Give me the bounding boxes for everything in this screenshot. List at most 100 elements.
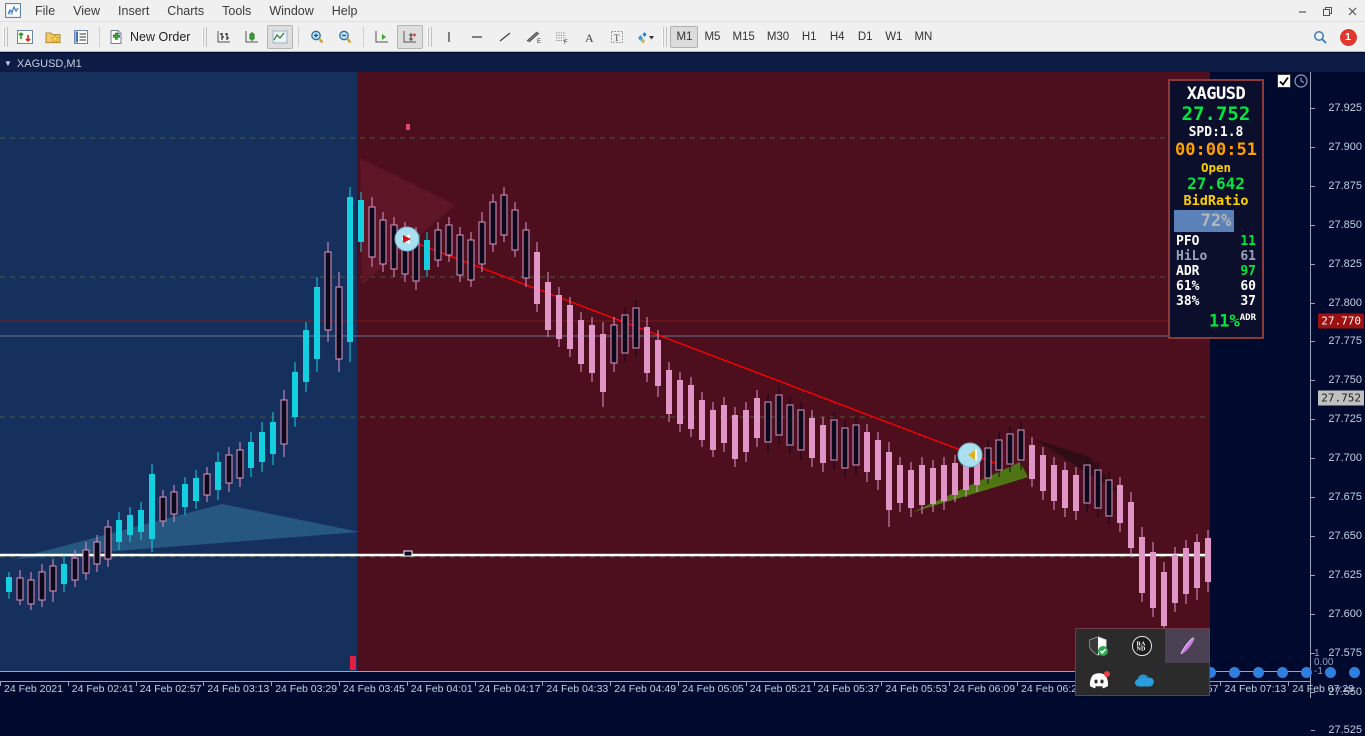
- toolbar-grip-3[interactable]: [427, 26, 434, 47]
- menu-view[interactable]: View: [73, 3, 101, 18]
- checkbox-icon[interactable]: [1277, 74, 1291, 88]
- panel-row-61-value: 60: [1240, 279, 1256, 294]
- taskbar-indicator-dots: [1205, 667, 1360, 678]
- price-tick-label: 27.700: [1328, 452, 1362, 465]
- price-tick-label: 27.550: [1328, 685, 1362, 698]
- bar-chart-button[interactable]: [211, 25, 237, 49]
- time-tick-label: 24 Feb 05:53: [885, 683, 948, 695]
- toolbar-grip[interactable]: [3, 26, 9, 47]
- svg-text:A: A: [1141, 642, 1146, 648]
- panel-row-38-key: 38%: [1176, 294, 1200, 309]
- maximize-restore-button[interactable]: [1315, 0, 1340, 22]
- text-label-button[interactable]: T: [604, 25, 630, 49]
- minimize-button[interactable]: [1290, 0, 1315, 22]
- time-scale[interactable]: 24 Feb 2021 24 Feb 02:41 24 Feb 02:57 24 Fe…: [0, 681, 1354, 696]
- panel-row-adr-key: ADR: [1176, 264, 1200, 279]
- menu-charts[interactable]: Charts: [167, 3, 205, 18]
- trendline-button[interactable]: [492, 25, 518, 49]
- zoom-out-button[interactable]: [332, 25, 358, 49]
- time-tick-mark: [339, 682, 340, 686]
- indicator-scale: 1 0.00 -1: [1314, 648, 1333, 677]
- chart-title-bar: ▼ XAGUSD,M1: [0, 55, 1365, 72]
- bid-price-label: 27.752: [1318, 390, 1364, 406]
- sell-signal-marker-left: [394, 226, 420, 252]
- tray-highlight-icon[interactable]: [1164, 629, 1209, 663]
- timeframe-mn[interactable]: MN: [914, 30, 933, 43]
- indicators-button[interactable]: [632, 25, 658, 49]
- toolbar-grip-2[interactable]: [202, 26, 209, 47]
- line-chart-button[interactable]: [267, 24, 294, 49]
- fibonacci-button[interactable]: F: [548, 25, 574, 49]
- navigator-button[interactable]: [40, 25, 66, 49]
- search-icon[interactable]: [1309, 26, 1331, 48]
- tray-discord-icon[interactable]: [1076, 663, 1121, 697]
- timeframe-m5[interactable]: M5: [704, 30, 721, 43]
- price-scale[interactable]: 27.925 27.900 27.875 27.850 27.825 27.800 27.7…: [1310, 72, 1365, 736]
- price-tick-mark: [1311, 730, 1315, 732]
- main-toolbar: New Order: [0, 22, 1365, 52]
- close-button[interactable]: [1340, 0, 1365, 22]
- tray-security-icon[interactable]: [1076, 629, 1120, 663]
- zoom-in-button[interactable]: [304, 25, 330, 49]
- subwindow-divider: [0, 671, 1310, 672]
- tray-onedrive-icon[interactable]: [1121, 663, 1166, 697]
- indicator-subwindow[interactable]: [0, 671, 1310, 681]
- time-tick-label: 24 Feb 07:29: [1292, 683, 1355, 695]
- candlestick-chart-button[interactable]: [239, 25, 265, 49]
- time-tick-label: 24 Feb 05:05: [682, 683, 744, 695]
- panel-adr-percent-value: 11%: [1209, 311, 1240, 332]
- clock-icon[interactable]: [1294, 74, 1308, 88]
- time-tick-label: 24 Feb 05:37: [817, 683, 880, 695]
- price-tick-label: 27.725: [1328, 413, 1362, 426]
- timeframe-w1[interactable]: W1: [885, 30, 903, 43]
- svg-text:N: N: [1137, 647, 1142, 653]
- tray-bandicam-icon[interactable]: B A N D: [1120, 629, 1164, 663]
- time-tick-label: 24 Feb 05:21: [749, 683, 812, 695]
- price-tick-mark: [1311, 535, 1315, 537]
- crosshair-button[interactable]: [464, 25, 490, 49]
- toolbar-grip-4[interactable]: [662, 26, 669, 47]
- notification-badge[interactable]: 1: [1335, 25, 1361, 49]
- time-tick-mark: [949, 682, 951, 686]
- app-icon: M: [4, 3, 22, 19]
- cursor-button[interactable]: [436, 25, 462, 49]
- timeframe-m30[interactable]: M30: [766, 30, 790, 43]
- data-window-button[interactable]: [68, 25, 94, 49]
- price-tick-label: 27.775: [1328, 335, 1362, 348]
- chart-canvas: [0, 72, 1310, 680]
- chart-plot-area[interactable]: XAGUSD 27.752 SPD:1.8 00:00:51 Open 27.6…: [0, 72, 1310, 680]
- text-a-button[interactable]: A: [576, 25, 602, 49]
- time-tick-mark: [542, 682, 544, 686]
- taskbar-dot: [1277, 667, 1288, 678]
- menu-insert[interactable]: Insert: [118, 3, 150, 18]
- menu-help[interactable]: Help: [331, 3, 358, 18]
- timeframe-m1[interactable]: M1: [670, 25, 699, 48]
- price-tick-label: 27.650: [1328, 529, 1362, 542]
- time-tick-mark: [745, 682, 747, 686]
- menu-window[interactable]: Window: [269, 3, 314, 18]
- window-controls: [1290, 0, 1365, 22]
- price-tick-mark: [1311, 263, 1315, 265]
- new-order-button[interactable]: New Order: [104, 25, 199, 49]
- timeframe-m15[interactable]: M15: [732, 30, 755, 43]
- auto-scroll-button[interactable]: [369, 25, 395, 49]
- timeframe-h4[interactable]: H4: [829, 30, 845, 43]
- time-tick-label: 24 Feb 03:13: [207, 683, 270, 695]
- equidistant-channel-button[interactable]: E: [520, 25, 546, 49]
- chart-shift-button[interactable]: [397, 24, 424, 49]
- indicator-histogram-bar: [350, 656, 356, 670]
- menu-file[interactable]: File: [35, 3, 56, 18]
- menu-tools[interactable]: Tools: [222, 3, 252, 18]
- panel-row-adr: ADR 97: [1174, 264, 1258, 279]
- svg-text:D: D: [1141, 647, 1146, 653]
- timeframe-h1[interactable]: H1: [801, 30, 817, 43]
- time-tick-mark: [813, 682, 815, 686]
- indicator-scale-top: 1: [1314, 648, 1320, 659]
- panel-bidratio-bar-fill: [1174, 210, 1235, 232]
- timeframe-d1[interactable]: D1: [857, 30, 873, 43]
- market-watch-button[interactable]: [12, 25, 38, 49]
- chart-menu-chevron-icon[interactable]: ▼: [4, 59, 12, 68]
- price-tick-label: 27.600: [1328, 607, 1362, 620]
- price-tick-label: 27.850: [1328, 218, 1362, 231]
- time-tick-mark: [1220, 682, 1222, 686]
